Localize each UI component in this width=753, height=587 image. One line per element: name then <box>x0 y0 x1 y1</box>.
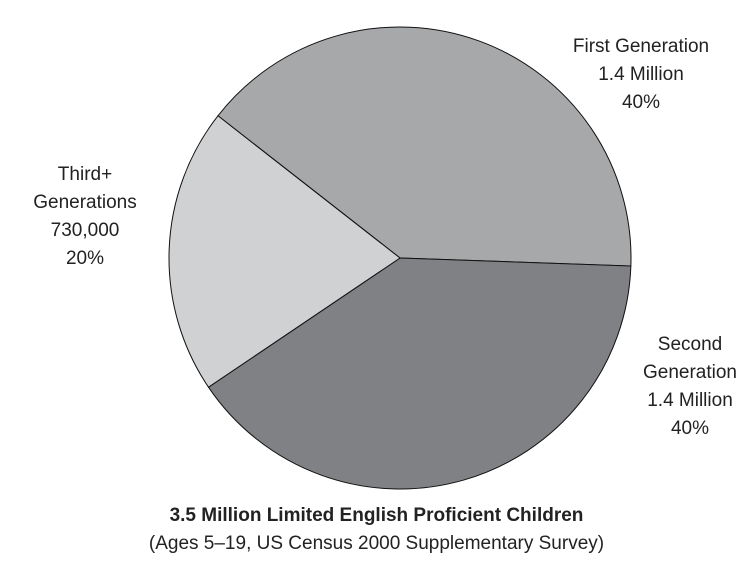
amount-label: 1.4 Million <box>598 64 684 85</box>
pie-slice <box>207 257 632 490</box>
value-label: 40% <box>621 92 661 113</box>
slice-label: Second Generation 1.4 Million 40% <box>625 331 753 443</box>
chart-subtitle: (Ages 5–19, US Census 2000 Supplementary… <box>148 533 605 554</box>
pie-slice <box>168 115 401 388</box>
chart-title: 3.5 Million Limited English Proficient C… <box>169 505 584 526</box>
amount-label: 730,000 <box>50 220 120 241</box>
slice-label: Third+ Generations 730,000 20% <box>20 161 150 273</box>
slice-label: First Generation 1.4 Million 40% <box>563 33 719 117</box>
value-label: 40% <box>670 418 710 439</box>
value-label: 20% <box>65 248 105 269</box>
category-label: First Generation <box>572 36 710 57</box>
amount-label: 1.4 Million <box>647 390 733 411</box>
pie-slice <box>217 26 632 267</box>
category-label: Second Generation <box>642 334 737 383</box>
category-label: Third+ Generations <box>33 164 137 213</box>
